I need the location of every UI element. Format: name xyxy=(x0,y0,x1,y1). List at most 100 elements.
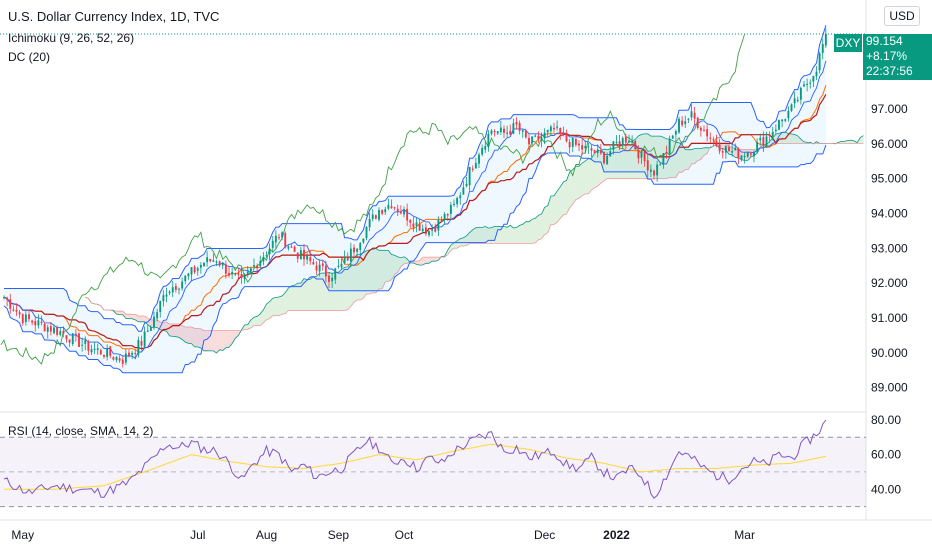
candle-body xyxy=(196,268,199,271)
candle-body xyxy=(671,135,674,139)
candle-body xyxy=(90,349,93,353)
cloud-segment xyxy=(579,163,583,199)
cloud-segment xyxy=(682,144,686,173)
candle-body xyxy=(431,229,434,231)
cloud-segment xyxy=(788,133,792,144)
candle-body xyxy=(571,138,574,147)
candle-body xyxy=(171,287,174,293)
cloud-segment xyxy=(204,330,208,351)
cloud-segment xyxy=(575,166,579,200)
cloud-segment xyxy=(397,256,401,273)
candle-body xyxy=(743,155,746,157)
candle-body xyxy=(256,265,259,269)
candle-body xyxy=(784,119,787,121)
candle-body xyxy=(590,148,593,151)
cloud-segment xyxy=(213,330,217,354)
cloud-segment xyxy=(257,313,261,326)
cloud-segment xyxy=(519,224,523,244)
candle-body xyxy=(28,314,30,320)
ichimoku-legend[interactable]: Ichimoku (9, 26, 52, 26) xyxy=(8,31,135,45)
candle-body xyxy=(134,353,137,355)
candle-body xyxy=(653,170,655,176)
candle-body xyxy=(15,309,18,312)
cloud-segment xyxy=(294,283,298,311)
cloud-segment xyxy=(141,316,145,322)
cloud-segment xyxy=(535,215,539,243)
candle-body xyxy=(106,348,109,357)
candle-body xyxy=(821,43,824,53)
candle-body xyxy=(662,153,665,165)
price-change: +8.17% xyxy=(866,49,908,63)
candle-body xyxy=(237,273,240,275)
currency-badge[interactable]: USD xyxy=(884,6,920,26)
price-axis: 89.000 90.000 91.000 92.000 93.000 94.000 95.0… xyxy=(871,67,908,496)
candle-body xyxy=(599,150,602,154)
candle-body xyxy=(59,331,62,335)
cloud-segment xyxy=(279,295,283,316)
cloud-segment xyxy=(485,226,489,244)
candle-body xyxy=(643,151,646,162)
cloud-segment xyxy=(385,250,389,282)
candle-body xyxy=(487,133,490,147)
cloud-segment xyxy=(525,221,529,244)
candle-body xyxy=(299,250,302,260)
donchian-legend[interactable]: DC (20) xyxy=(8,50,51,64)
candle-body xyxy=(246,271,249,276)
cloud-segment xyxy=(841,141,845,144)
candle-body xyxy=(693,112,696,119)
candle-body xyxy=(187,273,190,277)
candle-body xyxy=(396,208,399,212)
cloud-segment xyxy=(375,248,379,293)
cloud-segment xyxy=(341,267,345,311)
candle-body xyxy=(259,260,262,267)
cloud-segment xyxy=(160,322,164,331)
rsi-tick-label: 80.00 xyxy=(871,413,901,427)
candle-body xyxy=(24,314,27,322)
candle-body xyxy=(709,137,712,139)
candle-body xyxy=(518,122,521,131)
candle-body xyxy=(762,137,765,146)
candle-body xyxy=(56,327,59,335)
cloud-segment xyxy=(557,186,561,223)
cloud-segment xyxy=(191,326,195,347)
candle-body xyxy=(593,150,596,154)
candle-body xyxy=(65,335,68,340)
candle-body xyxy=(440,220,443,222)
candle-body xyxy=(115,356,118,361)
candle-body xyxy=(93,348,96,350)
candle-body xyxy=(368,219,371,228)
candle-body xyxy=(128,352,130,356)
cloud-segment xyxy=(569,169,573,208)
cloud-segment xyxy=(457,238,461,249)
candle-body xyxy=(193,266,196,273)
candle-body xyxy=(209,258,212,262)
candle-body xyxy=(712,139,715,141)
candle-body xyxy=(474,163,477,169)
rsi-legend[interactable]: RSI (14, close, SMA, 14, 2) xyxy=(8,424,154,438)
cloud-segment xyxy=(538,214,542,240)
candle-body xyxy=(162,295,165,302)
cloud-segment xyxy=(847,140,851,144)
candle-body xyxy=(9,299,12,309)
candle-body xyxy=(168,291,171,294)
symbol-title[interactable]: U.S. Dollar Currency Index, 1D, TVC xyxy=(8,9,220,24)
cloud-segment xyxy=(704,147,708,156)
cloud-segment xyxy=(266,301,270,320)
candle-body xyxy=(559,128,562,134)
candle-body xyxy=(121,359,124,364)
candle-body xyxy=(262,257,265,262)
candle-body xyxy=(465,183,468,187)
candle-body xyxy=(640,152,643,158)
bar-countdown: 22:37:56 xyxy=(866,64,913,78)
cloud-segment xyxy=(138,316,142,322)
cloud-segment xyxy=(616,146,620,179)
cloud-segment xyxy=(335,272,339,311)
candle-body xyxy=(346,257,349,261)
cloud-segment xyxy=(282,292,286,315)
candle-body xyxy=(415,222,418,226)
candle-body xyxy=(109,346,112,356)
cloud-segment xyxy=(650,136,654,179)
cloud-segment xyxy=(425,257,429,264)
